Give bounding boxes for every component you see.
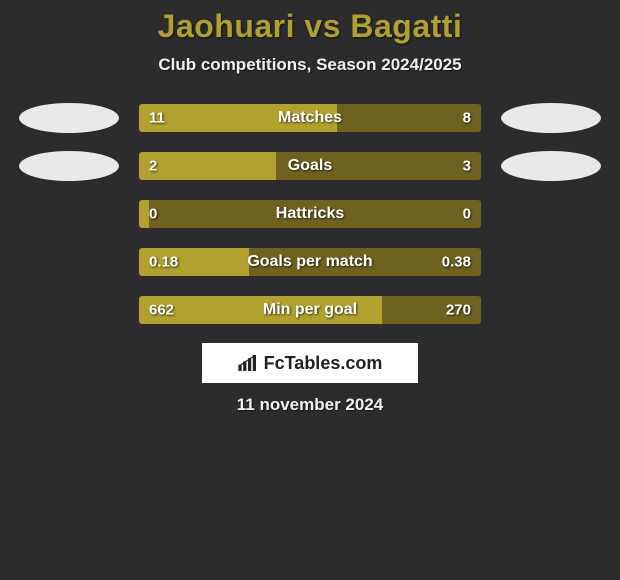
stat-value-right: 8 <box>463 110 471 127</box>
stat-value-right: 0 <box>463 206 471 223</box>
stat-rows: 11 Matches 8 2 Goals 3 0 Hattricks 0 0.18 Goals pe… <box>0 103 620 325</box>
avatar-spacer <box>501 247 601 277</box>
stat-row: 0 Hattricks 0 <box>0 199 620 229</box>
brand-box[interactable]: FcTables.com <box>202 343 418 383</box>
stat-label: Hattricks <box>276 205 344 223</box>
comparison-card: Jaohuari vs Bagatti Club competitions, S… <box>0 0 620 415</box>
stat-value-left: 0.18 <box>149 254 178 271</box>
avatar-left <box>19 151 119 181</box>
stat-value-left: 0 <box>149 206 157 223</box>
avatar-spacer <box>19 247 119 277</box>
stat-label: Goals per match <box>247 253 372 271</box>
bar-left-fill <box>139 152 276 180</box>
stat-value-right: 0.38 <box>442 254 471 271</box>
stat-label: Min per goal <box>263 301 357 319</box>
stat-value-right: 3 <box>463 158 471 175</box>
stat-value-left: 11 <box>149 110 165 127</box>
bar-left-fill <box>139 200 149 228</box>
stat-label: Goals <box>288 157 332 175</box>
stat-label: Matches <box>278 109 342 127</box>
stat-row: 11 Matches 8 <box>0 103 620 133</box>
stat-value-left: 2 <box>149 158 157 175</box>
page-title: Jaohuari vs Bagatti <box>0 8 620 45</box>
stat-row: 662 Min per goal 270 <box>0 295 620 325</box>
stat-bar: 0.18 Goals per match 0.38 <box>139 248 481 276</box>
stat-value-left: 662 <box>149 302 174 319</box>
stat-row: 2 Goals 3 <box>0 151 620 181</box>
brand-text: FcTables.com <box>264 353 383 374</box>
avatar-right <box>501 103 601 133</box>
stat-row: 0.18 Goals per match 0.38 <box>0 247 620 277</box>
subtitle: Club competitions, Season 2024/2025 <box>0 55 620 75</box>
stat-bar: 2 Goals 3 <box>139 152 481 180</box>
avatar-spacer <box>19 295 119 325</box>
avatar-spacer <box>501 295 601 325</box>
stat-bar: 662 Min per goal 270 <box>139 296 481 324</box>
stat-value-right: 270 <box>446 302 471 319</box>
chart-icon <box>238 355 258 371</box>
avatar-spacer <box>501 199 601 229</box>
stat-bar: 0 Hattricks 0 <box>139 200 481 228</box>
avatar-spacer <box>19 199 119 229</box>
avatar-right <box>501 151 601 181</box>
stat-bar: 11 Matches 8 <box>139 104 481 132</box>
date-line: 11 november 2024 <box>0 395 620 415</box>
avatar-left <box>19 103 119 133</box>
